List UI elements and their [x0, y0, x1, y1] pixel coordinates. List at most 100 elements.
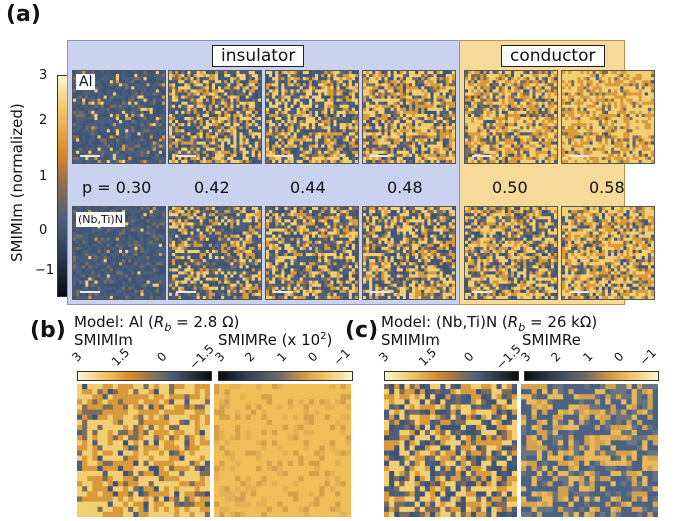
map-pixel — [202, 80, 207, 84]
map-pixel — [339, 101, 343, 106]
map-pixel — [175, 132, 179, 136]
map-pixel — [305, 147, 310, 152]
map-pixel — [137, 83, 141, 87]
map-pixel — [541, 98, 546, 102]
map-pixel — [299, 150, 304, 155]
map-pixel — [125, 117, 129, 121]
map-pixel — [345, 83, 350, 87]
map-pixel — [224, 141, 228, 145]
map-pixel — [134, 95, 138, 99]
map-pixel — [465, 126, 469, 130]
map-pixel — [541, 71, 546, 75]
map-pixel — [436, 126, 440, 130]
map-pixel — [149, 120, 154, 124]
map-pixel — [122, 126, 126, 130]
map-pixel — [324, 141, 328, 145]
map-pixel — [181, 110, 185, 115]
map-pixel — [571, 71, 575, 75]
map-pixel — [421, 132, 425, 136]
map-pixel — [290, 110, 294, 115]
map-pixel — [82, 141, 86, 145]
map-pixel — [550, 153, 555, 158]
map-pixel — [257, 123, 261, 127]
map-pixel — [134, 141, 138, 145]
map-pixel — [424, 80, 428, 84]
map-pixel — [442, 98, 447, 102]
map-pixel — [269, 98, 273, 102]
map-pixel — [128, 126, 132, 130]
map-pixel — [586, 71, 590, 75]
map-pixel — [272, 123, 276, 127]
map-pixel — [178, 117, 182, 121]
map-pixel — [427, 123, 431, 127]
map-pixel — [604, 98, 609, 102]
map-pixel — [330, 141, 334, 145]
map-pixel — [281, 129, 285, 133]
map-pixel — [465, 123, 469, 127]
map-pixel — [333, 129, 337, 133]
map-pixel — [583, 150, 587, 155]
map-pixel — [390, 98, 394, 102]
map-pixel — [109, 150, 114, 155]
map-pixel — [480, 126, 484, 130]
map-pixel — [520, 98, 524, 102]
map-pixel — [547, 147, 552, 152]
map-pixel — [520, 86, 524, 90]
map-pixel — [324, 147, 328, 152]
map-pixel — [520, 123, 524, 127]
map-pixel — [82, 120, 86, 124]
map-pixel — [451, 138, 455, 142]
map-pixel — [387, 113, 391, 118]
map-pixel — [296, 132, 301, 136]
map-pixel — [601, 101, 606, 106]
map-pixel — [372, 89, 376, 93]
map-pixel — [278, 113, 282, 118]
map-pixel — [526, 141, 530, 145]
map-pixel — [293, 86, 297, 90]
map-pixel — [427, 159, 431, 163]
map-pixel — [489, 113, 493, 118]
map-pixel — [178, 95, 182, 99]
map-pixel — [91, 95, 95, 99]
map-pixel — [399, 132, 404, 136]
map-pixel — [290, 71, 294, 75]
map-pixel — [290, 159, 294, 163]
map-pixel — [520, 77, 524, 81]
map-pixel — [125, 89, 129, 93]
map-pixel — [480, 95, 484, 99]
map-pixel — [158, 74, 163, 78]
map-pixel — [146, 71, 150, 75]
map-pixel — [507, 101, 512, 106]
map-pixel — [598, 138, 603, 142]
map-pixel — [424, 147, 428, 152]
map-pixel — [181, 80, 185, 84]
map-pixel — [577, 83, 581, 87]
map-pixel — [565, 138, 569, 142]
map-pixel — [321, 77, 325, 81]
map-pixel — [477, 98, 481, 102]
map-pixel — [399, 150, 404, 155]
map-pixel — [181, 74, 185, 78]
map-pixel — [465, 104, 469, 109]
map-pixel — [433, 89, 437, 93]
map-pixel — [100, 123, 104, 127]
map-pixel — [103, 104, 108, 109]
map-pixel — [480, 110, 484, 115]
map-pixel — [85, 110, 89, 115]
map-pixel — [330, 86, 334, 90]
map-pixel — [471, 135, 475, 139]
map-pixel — [278, 159, 282, 163]
map-pixel — [468, 129, 472, 133]
map-pixel — [158, 126, 163, 130]
map-pixel — [137, 135, 141, 139]
map-pixel — [430, 135, 434, 139]
map-pixel — [445, 132, 450, 136]
map-pixel — [178, 86, 182, 90]
map-pixel — [318, 74, 322, 78]
map-pixel — [290, 98, 294, 102]
map-pixel — [103, 126, 108, 130]
map-pixel — [91, 107, 95, 112]
map-pixel — [427, 89, 431, 93]
map-pixel — [465, 147, 469, 152]
map-pixel — [109, 117, 114, 121]
